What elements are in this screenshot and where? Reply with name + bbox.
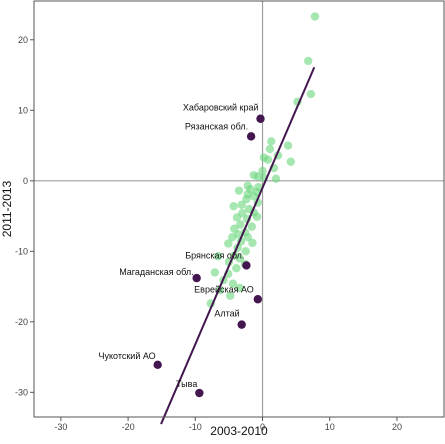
highlighted-region-point: [192, 273, 201, 283]
region-point: [229, 201, 238, 211]
region-point: [265, 144, 275, 154]
region-label: Магаданская обл.: [119, 267, 193, 277]
highlighted-region-point: [195, 388, 204, 398]
region-point: [267, 137, 276, 146]
highlighted-region-point: [246, 132, 256, 141]
region-label: Хабаровский край: [183, 103, 259, 113]
region-label: Чукотский АО: [99, 351, 156, 361]
region-point: [248, 238, 257, 248]
region-point: [283, 141, 293, 150]
region-point: [213, 252, 223, 261]
x-axis-title: 2003-2010: [210, 424, 268, 438]
y-tick-label: -10: [15, 246, 28, 256]
y-axis-title: 2011-2013: [0, 180, 14, 237]
region-point: [306, 89, 316, 99]
labels-layer: Хабаровский край Рязанская обл. Брянская о…: [99, 103, 259, 389]
y-tick-label: 20: [18, 35, 28, 45]
region-point: [243, 233, 252, 242]
region-label: Алтай: [214, 309, 239, 319]
region-point: [235, 254, 244, 263]
highlighted-region-point: [256, 114, 265, 123]
axes-layer: -30 -20 -10 0 10 20 -30 -20 -10 0 10 20: [15, 1, 444, 432]
y-tick-label: 0: [23, 176, 28, 186]
highlighted-region-point: [253, 295, 263, 304]
x-tick-label: 10: [325, 422, 335, 432]
region-point: [232, 264, 241, 273]
fit-line-layer: [160, 66, 316, 425]
region-point: [228, 279, 238, 288]
x-tick-label: 0: [260, 422, 265, 432]
region-point: [252, 212, 262, 221]
x-tick-label: 20: [392, 422, 402, 432]
x-tick-label: -30: [54, 422, 67, 432]
region-point: [242, 194, 251, 204]
region-point: [236, 220, 245, 229]
region-point: [271, 174, 281, 183]
region-point: [304, 56, 313, 66]
y-tick-label: -30: [15, 387, 28, 397]
regression-line: [160, 66, 316, 425]
region-point: [232, 213, 242, 222]
region-label: Тыва: [176, 379, 197, 389]
highlight-layer: [153, 114, 265, 398]
region-point: [258, 166, 267, 176]
region-label: Брянская обл.: [185, 250, 244, 260]
region-point: [241, 247, 250, 256]
x-tick-label: -20: [122, 422, 135, 432]
highlighted-region-point: [237, 320, 246, 329]
highlighted-region-point: [153, 360, 162, 370]
region-point: [234, 186, 244, 195]
region-point: [286, 157, 295, 166]
region-point: [210, 268, 220, 277]
region-point: [226, 291, 235, 300]
region-point: [224, 239, 233, 248]
region-point: [310, 12, 320, 21]
y-tick-label: 10: [18, 105, 28, 115]
region-point: [237, 200, 246, 209]
region-point: [263, 155, 273, 164]
region-point: [235, 283, 244, 293]
region-label: Рязанская обл.: [185, 121, 248, 131]
region-point: [249, 170, 258, 180]
region-point: [247, 222, 256, 231]
x-tick-label: -10: [189, 422, 202, 432]
region-label: Еврейская АО: [194, 284, 254, 294]
region-point: [249, 192, 258, 201]
plot-frame: [33, 0, 445, 418]
y-tick-label: -20: [15, 317, 28, 327]
highlighted-region-point: [242, 261, 251, 270]
region-point: [228, 233, 237, 242]
